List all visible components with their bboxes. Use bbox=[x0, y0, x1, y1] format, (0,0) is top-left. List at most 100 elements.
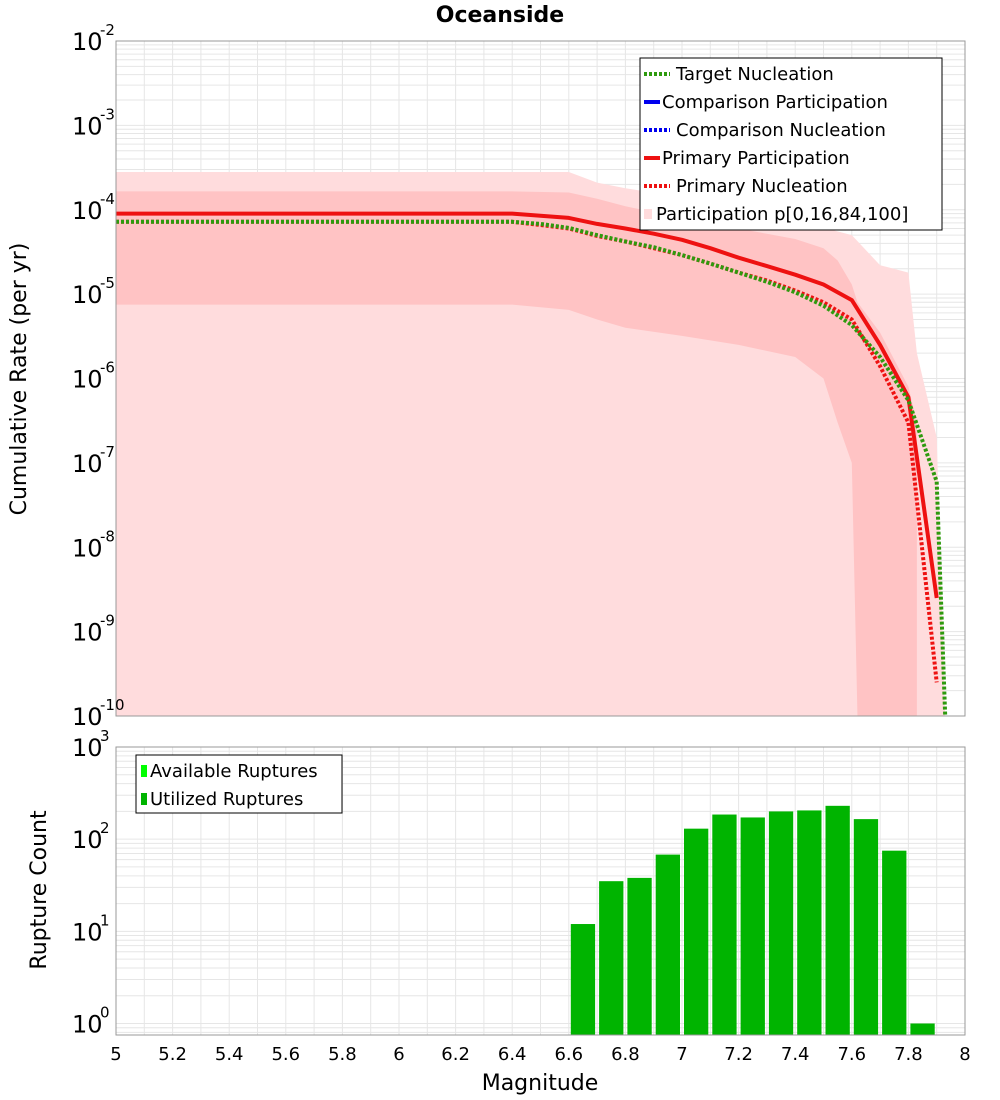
y-tick-exponent: -5 bbox=[100, 274, 115, 292]
y-tick-base: 10 bbox=[72, 619, 103, 647]
legend-label: Comparison Participation bbox=[662, 92, 888, 113]
bar-utilized-ruptures bbox=[740, 817, 765, 1035]
legend-label: Target Nucleation bbox=[675, 64, 834, 85]
y-tick-exponent: 2 bbox=[100, 819, 110, 837]
y-tick-base: 10 bbox=[72, 450, 103, 478]
legend-item: Available Ruptures bbox=[141, 761, 318, 782]
legend-item: Primary Participation bbox=[644, 148, 850, 169]
band-p16-p84 bbox=[116, 191, 917, 717]
y-tick-label: 102 bbox=[72, 819, 110, 854]
x-axis-label: Magnitude bbox=[482, 1071, 599, 1096]
bar-utilized-ruptures bbox=[655, 854, 680, 1035]
y-tick-base: 10 bbox=[72, 918, 103, 946]
legend-item: Comparison Participation bbox=[644, 92, 888, 113]
bar-utilized-ruptures bbox=[684, 828, 709, 1035]
x-tick-label: 6 bbox=[393, 1044, 404, 1065]
y-tick-label: 10-10 bbox=[72, 696, 125, 731]
legend-swatch bbox=[141, 793, 147, 805]
top-percentile-bands bbox=[116, 172, 946, 717]
y-tick-exponent: 3 bbox=[100, 727, 110, 745]
bottom-y-axis-label: Rupture Count bbox=[27, 810, 52, 970]
bar-utilized-ruptures bbox=[825, 805, 850, 1035]
x-tick-label: 7.2 bbox=[724, 1044, 753, 1065]
top-series-lines bbox=[116, 211, 948, 717]
bottom-x-ticks: 5 5.2 5.4 5.6 5.8 6 6.2 6.4 6.6 6.8 7 7.2 7.4 7.6 7.8 8 bbox=[110, 1044, 970, 1065]
legend-swatch bbox=[141, 765, 147, 777]
legend-label: Primary Participation bbox=[662, 148, 850, 169]
series-line-primary-nucleation bbox=[116, 219, 939, 683]
y-tick-label: 10-2 bbox=[72, 21, 115, 56]
legend-item: Target Nucleation bbox=[644, 64, 834, 85]
x-tick-label: 5 bbox=[110, 1044, 121, 1065]
y-tick-base: 10 bbox=[72, 281, 103, 309]
legend-swatch bbox=[644, 209, 652, 219]
y-tick-label: 10-4 bbox=[72, 190, 115, 225]
y-tick-exponent: -3 bbox=[100, 105, 115, 123]
y-tick-exponent: -8 bbox=[100, 527, 115, 545]
y-tick-exponent: 1 bbox=[100, 911, 110, 929]
series-line-primary-participation bbox=[116, 211, 939, 599]
x-tick-label: 5.6 bbox=[271, 1044, 300, 1065]
y-tick-exponent: -4 bbox=[100, 190, 115, 208]
x-tick-label: 5.4 bbox=[215, 1044, 244, 1065]
x-tick-label: 5.8 bbox=[328, 1044, 357, 1065]
series-line-target-nucleation bbox=[116, 219, 948, 717]
bar-utilized-ruptures bbox=[599, 881, 624, 1035]
y-tick-base: 10 bbox=[72, 197, 103, 225]
bar-utilized-ruptures bbox=[797, 810, 822, 1035]
bar-utilized-ruptures bbox=[910, 1023, 935, 1035]
top-y-ticks: 10-210-310-410-510-610-710-810-910-10 bbox=[72, 21, 125, 731]
y-tick-exponent: -2 bbox=[100, 21, 115, 39]
y-tick-label: 10-6 bbox=[72, 359, 115, 394]
legend-label: Available Ruptures bbox=[150, 761, 318, 782]
bar-utilized-ruptures bbox=[853, 819, 879, 1035]
y-tick-base: 10 bbox=[72, 703, 103, 731]
legend-label: Primary Nucleation bbox=[676, 176, 848, 197]
x-tick-label: 8 bbox=[959, 1044, 970, 1065]
y-tick-base: 10 bbox=[72, 28, 103, 56]
y-tick-label: 10-9 bbox=[72, 612, 115, 647]
bar-utilized-ruptures bbox=[882, 850, 907, 1035]
x-tick-label: 6.2 bbox=[441, 1044, 470, 1065]
top-y-axis-label: Cumulative Rate (per yr) bbox=[7, 243, 32, 516]
y-tick-base: 10 bbox=[72, 534, 103, 562]
y-tick-base: 10 bbox=[72, 112, 103, 140]
bar-utilized-ruptures bbox=[570, 924, 596, 1035]
y-tick-base: 10 bbox=[72, 826, 103, 854]
y-tick-label: 101 bbox=[72, 911, 110, 946]
x-tick-label: 7.6 bbox=[837, 1044, 866, 1065]
y-tick-label: 10-3 bbox=[72, 105, 115, 140]
y-tick-base: 10 bbox=[72, 366, 103, 394]
y-tick-label: 10-7 bbox=[72, 443, 115, 478]
legend-box bbox=[639, 57, 943, 231]
bottom-grid bbox=[115, 747, 966, 1035]
x-tick-label: 7.4 bbox=[781, 1044, 810, 1065]
legend-item: Comparison Nucleation bbox=[644, 120, 886, 141]
y-tick-base: 10 bbox=[72, 734, 103, 762]
x-tick-label: 5.2 bbox=[158, 1044, 187, 1065]
legend-box bbox=[135, 754, 343, 814]
y-tick-exponent: -9 bbox=[100, 612, 115, 630]
chart-title: Oceanside bbox=[436, 3, 564, 28]
y-tick-label: 103 bbox=[72, 727, 110, 762]
top-plot-frame bbox=[115, 40, 966, 717]
y-tick-exponent: 0 bbox=[100, 1003, 110, 1021]
y-tick-exponent: -7 bbox=[100, 443, 115, 461]
legend-label: Utilized Ruptures bbox=[150, 789, 303, 810]
bar-utilized-ruptures bbox=[712, 814, 737, 1035]
bottom-legend: Available Ruptures Utilized Ruptures bbox=[135, 754, 343, 814]
x-tick-label: 7 bbox=[676, 1044, 687, 1065]
y-tick-exponent: -10 bbox=[100, 696, 125, 714]
y-tick-label: 100 bbox=[72, 1003, 110, 1038]
legend-item: Utilized Ruptures bbox=[141, 789, 303, 810]
legend-item: Primary Nucleation bbox=[644, 176, 848, 197]
y-tick-label: 10-5 bbox=[72, 274, 115, 309]
bottom-bars bbox=[570, 805, 935, 1035]
legend-label: Comparison Nucleation bbox=[676, 120, 886, 141]
x-tick-label: 6.4 bbox=[498, 1044, 527, 1065]
y-tick-base: 10 bbox=[72, 1010, 103, 1038]
bottom-plot-frame bbox=[115, 746, 966, 1036]
bar-utilized-ruptures bbox=[627, 877, 652, 1035]
